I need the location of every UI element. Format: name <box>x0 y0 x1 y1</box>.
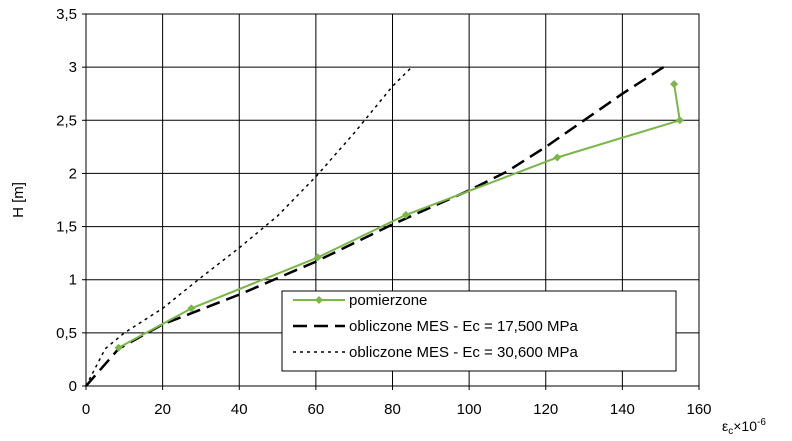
y-tick-label: 1,5 <box>56 219 77 236</box>
x-axis-title: εc×10-6 <box>722 417 766 437</box>
x-tick-label: 100 <box>457 401 482 418</box>
y-tick-label: 3 <box>69 59 77 76</box>
legend-label-pomierzone: pomierzone <box>349 292 427 309</box>
data-point <box>114 343 123 352</box>
legend-box <box>281 290 677 372</box>
data-point <box>675 116 684 125</box>
y-tick-label: 2,5 <box>56 112 77 129</box>
data-point <box>553 153 562 162</box>
series-line-2 <box>85 66 413 387</box>
x-tick-label: 120 <box>533 401 558 418</box>
x-tick-label: 40 <box>231 401 248 418</box>
y-tick-label: 2 <box>69 165 77 182</box>
y-tick-label: 0 <box>69 378 77 395</box>
y-tick-label: 3,5 <box>56 6 77 23</box>
legend-marker <box>315 296 323 304</box>
legend-label-mes-30600: obliczone MES - Ec = 30,600 MPa <box>349 344 579 361</box>
tick-labels: 0 20 40 60 80 100 120 140 160 0 0,5 1 1,5 2 2,5 3 3,5 <box>56 6 711 418</box>
x-tick-label: 80 <box>384 401 401 418</box>
data-point <box>670 80 679 89</box>
y-tick-label: 1 <box>69 272 77 289</box>
data-point <box>187 304 196 313</box>
y-axis-title: H [m] <box>10 182 27 218</box>
data-point <box>313 253 322 262</box>
series-layer <box>85 62 684 387</box>
y-tick-label: 0,5 <box>56 325 77 342</box>
x-tick-label: 20 <box>154 401 171 418</box>
x-tick-label: 60 <box>308 401 325 418</box>
x-tick-label: 140 <box>610 401 635 418</box>
x-tick-label: 0 <box>82 401 90 418</box>
x-tick-label: 160 <box>686 401 711 418</box>
legend-label-mes-17500: obliczone MES - Ec = 17,500 MPa <box>349 318 579 335</box>
legend: pomierzone obliczone MES - Ec = 17,500 M… <box>281 290 677 372</box>
data-point <box>401 210 410 219</box>
